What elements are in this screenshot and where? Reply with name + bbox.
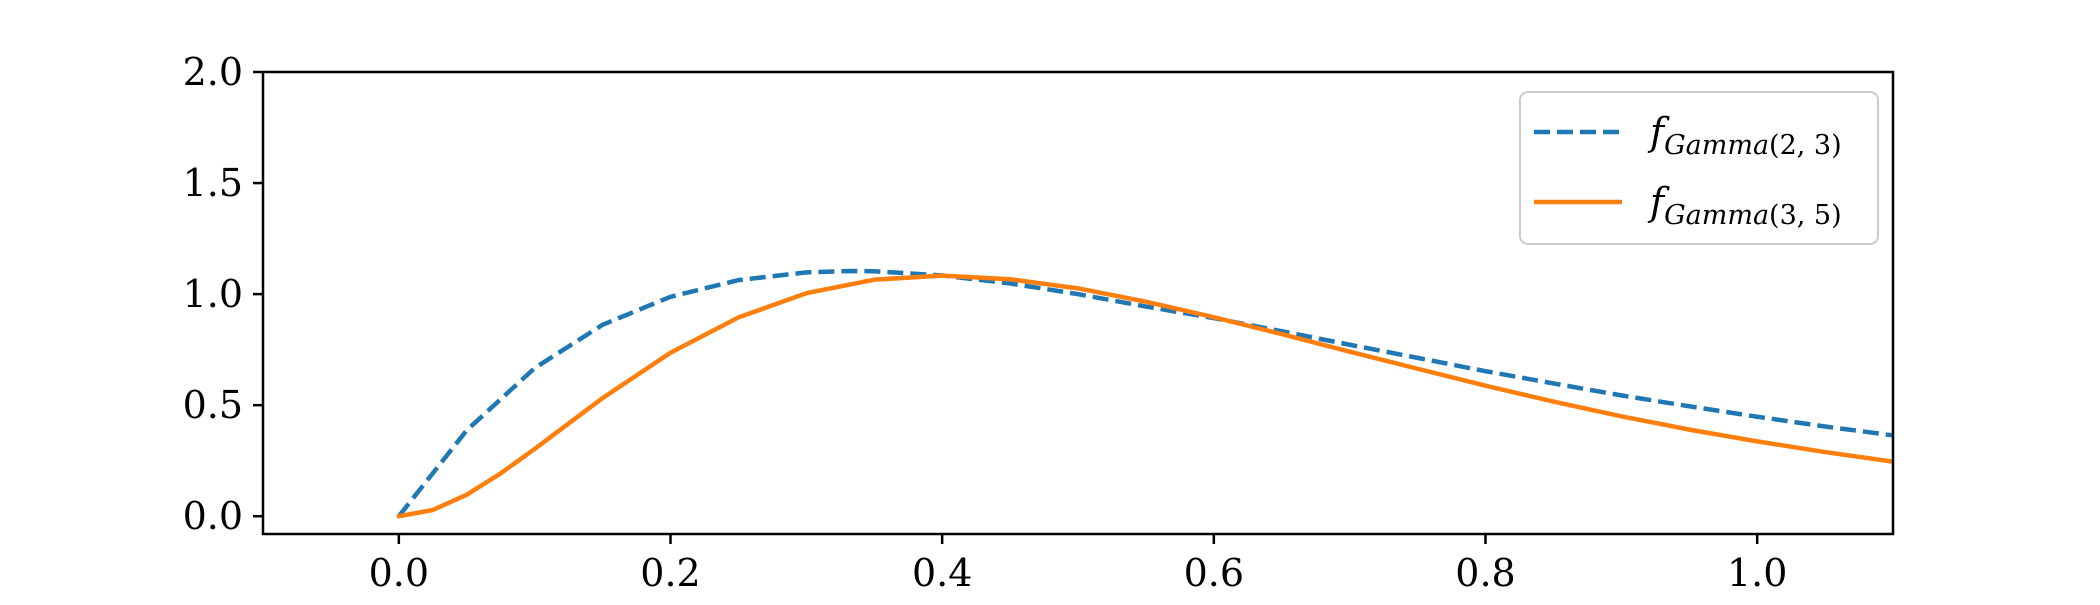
ticks-layer: 0.0 0.2 0.4 0.6 0.8 1.0 0.0 0.5 1.0 1.5 2.0 — [183, 50, 1788, 595]
x-tick-label: 1.0 — [1727, 551, 1787, 595]
y-tick-label: 0.5 — [183, 383, 243, 427]
legend-label-2: fGamma(3, 5) — [1647, 180, 1842, 231]
y-tick-label: 1.0 — [183, 272, 243, 316]
x-tick-label: 0.4 — [912, 551, 972, 595]
x-tick-label: 0.0 — [369, 551, 429, 595]
x-tick-label: 0.8 — [1455, 551, 1515, 595]
legend: fGamma(2, 3) fGamma(3, 5) — [1519, 91, 1879, 245]
x-tick-label: 0.2 — [640, 551, 700, 595]
y-tick-label: 0.0 — [183, 494, 243, 538]
axes-frame — [261, 70, 1895, 536]
series-layer — [396, 268, 1893, 519]
x-tick-label: 0.6 — [1184, 551, 1244, 595]
series-line-1 — [397, 268, 1893, 518]
y-tick-label: 1.5 — [183, 161, 243, 205]
axes-border — [261, 70, 1895, 536]
legend-label-1: fGamma(2, 3) — [1647, 110, 1842, 161]
y-tick-label: 2.0 — [183, 50, 243, 94]
series-line-2 — [396, 273, 1893, 519]
